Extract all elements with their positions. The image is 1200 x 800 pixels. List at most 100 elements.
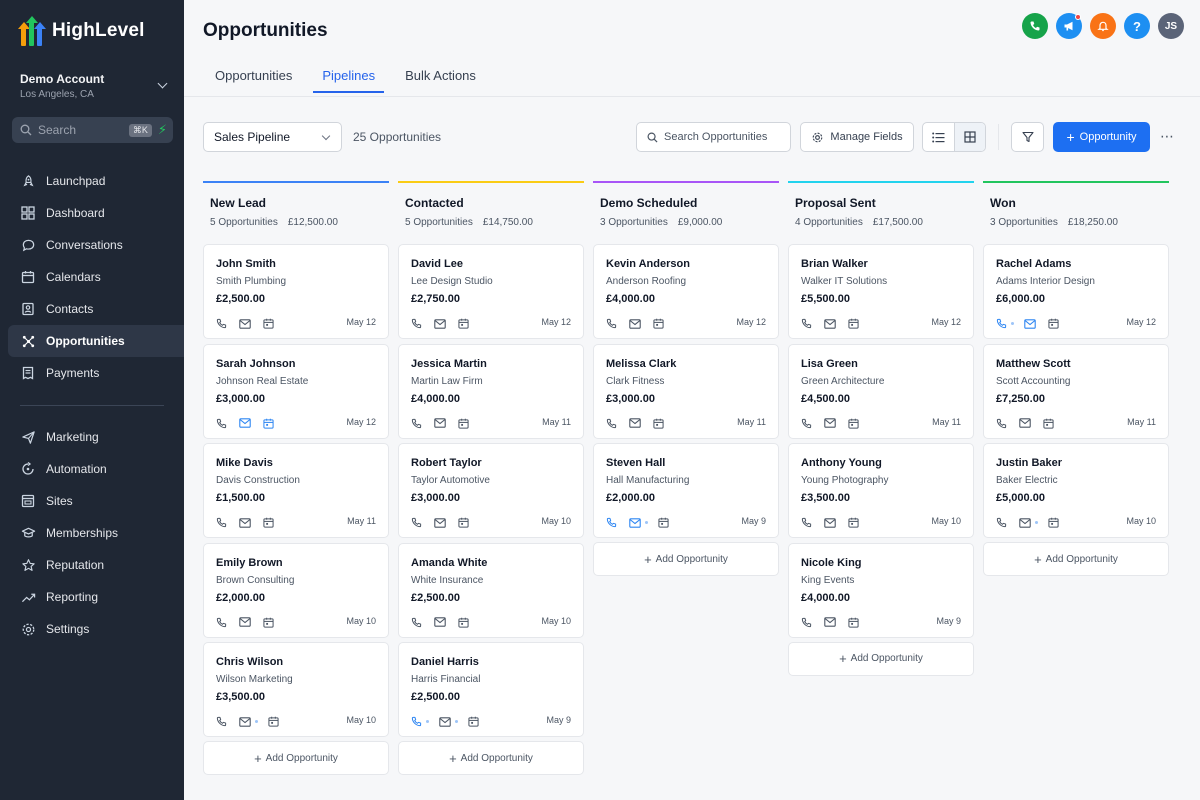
calendar-icon[interactable] — [848, 517, 859, 528]
mail-icon[interactable] — [1024, 318, 1036, 329]
sidebar-search[interactable]: Search ⌘K ⚡ — [12, 117, 173, 143]
phone-button[interactable] — [1022, 13, 1048, 39]
mail-icon[interactable] — [239, 418, 251, 428]
calendar-icon[interactable] — [263, 318, 274, 329]
mail-icon[interactable] — [434, 318, 446, 329]
tab-opportunities[interactable]: Opportunities — [215, 68, 293, 83]
phone-icon[interactable] — [996, 318, 1014, 329]
mail-icon[interactable] — [824, 318, 836, 329]
mail-icon[interactable] — [824, 517, 836, 528]
opportunity-card[interactable]: Kevin Anderson Anderson Roofing £4,000.0… — [593, 244, 779, 339]
calendar-icon[interactable] — [653, 418, 664, 429]
opportunity-card[interactable]: Steven Hall Hall Manufacturing £2,000.00… — [593, 443, 779, 538]
sidebar-item-calendars[interactable]: Calendars — [8, 261, 184, 293]
user-avatar[interactable]: JS — [1158, 13, 1184, 39]
phone-icon[interactable] — [606, 318, 617, 329]
phone-icon[interactable] — [411, 617, 422, 628]
opportunity-card[interactable]: Brian Walker Walker IT Solutions £5,500.… — [788, 244, 974, 339]
sidebar-item-opportunities[interactable]: Opportunities — [8, 325, 184, 357]
phone-icon[interactable] — [801, 517, 812, 528]
announcements-button[interactable] — [1056, 13, 1082, 39]
more-options-icon[interactable]: ⋯ — [1160, 128, 1175, 144]
opportunity-card[interactable]: Melissa Clark Clark Fitness £3,000.00 Ma… — [593, 343, 779, 439]
mail-icon[interactable] — [1019, 418, 1031, 428]
calendar-icon[interactable] — [263, 418, 274, 429]
calendar-icon[interactable] — [653, 318, 664, 329]
search-opportunities[interactable] — [636, 122, 791, 152]
add-opportunity-card-button[interactable]: + Add Opportunity — [593, 542, 779, 576]
sidebar-item-marketing[interactable]: Marketing — [8, 421, 184, 453]
phone-icon[interactable] — [216, 517, 227, 528]
opportunity-card[interactable]: Mike Davis Davis Construction £1,500.00 … — [203, 443, 389, 538]
help-button[interactable]: ? — [1124, 13, 1150, 39]
opportunity-card[interactable]: Emily Brown Brown Consulting £2,000.00 M… — [203, 542, 389, 638]
mail-icon[interactable] — [434, 617, 446, 627]
calendar-icon[interactable] — [848, 318, 859, 329]
mail-icon[interactable] — [239, 617, 251, 627]
add-opportunity-button[interactable]: + Opportunity — [1053, 122, 1150, 152]
mail-icon[interactable] — [629, 318, 641, 329]
calendar-icon[interactable] — [658, 517, 669, 528]
calendar-icon[interactable] — [458, 318, 469, 329]
sidebar-item-conversations[interactable]: Conversations — [8, 229, 184, 261]
mail-icon[interactable] — [629, 517, 648, 528]
calendar-icon[interactable] — [1048, 318, 1059, 329]
phone-icon[interactable] — [411, 418, 422, 429]
phone-icon[interactable] — [216, 617, 227, 628]
opportunity-card[interactable]: Jessica Martin Martin Law Firm £4,000.00… — [398, 343, 584, 439]
app-logo[interactable]: HighLevel — [17, 16, 145, 46]
list-view-button[interactable] — [923, 123, 954, 151]
board-view-button[interactable] — [953, 123, 985, 151]
phone-icon[interactable] — [411, 517, 422, 528]
sidebar-item-dashboard[interactable]: Dashboard — [8, 197, 184, 229]
calendar-icon[interactable] — [268, 716, 279, 727]
phone-icon[interactable] — [216, 318, 227, 329]
calendar-icon[interactable] — [848, 617, 859, 628]
opportunity-card[interactable]: Rachel Adams Adams Interior Design £6,00… — [983, 244, 1169, 339]
mail-icon[interactable] — [1019, 517, 1038, 528]
phone-icon[interactable] — [801, 318, 812, 329]
opportunity-card[interactable]: Daniel Harris Harris Financial £2,500.00… — [398, 642, 584, 737]
sidebar-item-contacts[interactable]: Contacts — [8, 293, 184, 325]
pipeline-select[interactable]: Sales Pipeline — [203, 122, 342, 152]
mail-icon[interactable] — [239, 517, 251, 528]
manage-fields-button[interactable]: Manage Fields — [800, 122, 914, 152]
phone-icon[interactable] — [411, 318, 422, 329]
calendar-icon[interactable] — [468, 716, 479, 727]
search-opportunities-input[interactable] — [664, 131, 784, 143]
mail-icon[interactable] — [434, 418, 446, 428]
calendar-icon[interactable] — [263, 517, 274, 528]
phone-icon[interactable] — [996, 517, 1007, 528]
account-switcher[interactable]: Demo Account Los Angeles, CA — [20, 72, 170, 100]
add-opportunity-card-button[interactable]: + Add Opportunity — [203, 741, 389, 775]
sidebar-item-sites[interactable]: Sites — [8, 485, 184, 517]
calendar-icon[interactable] — [458, 517, 469, 528]
phone-icon[interactable] — [216, 418, 227, 429]
mail-icon[interactable] — [824, 418, 836, 428]
phone-icon[interactable] — [801, 418, 812, 429]
calendar-icon[interactable] — [1043, 418, 1054, 429]
opportunity-card[interactable]: David Lee Lee Design Studio £2,750.00 Ma… — [398, 244, 584, 339]
opportunity-card[interactable]: Robert Taylor Taylor Automotive £3,000.0… — [398, 443, 584, 538]
sidebar-item-payments[interactable]: Payments — [8, 357, 184, 389]
phone-icon[interactable] — [801, 617, 812, 628]
opportunity-card[interactable]: Nicole King King Events £4,000.00 May 9 — [788, 542, 974, 638]
sidebar-item-settings[interactable]: Settings — [8, 613, 184, 645]
mail-icon[interactable] — [439, 716, 458, 727]
opportunity-card[interactable]: Sarah Johnson Johnson Real Estate £3,000… — [203, 343, 389, 439]
calendar-icon[interactable] — [848, 418, 859, 429]
opportunity-card[interactable]: John Smith Smith Plumbing £2,500.00 May … — [203, 244, 389, 339]
calendar-icon[interactable] — [458, 617, 469, 628]
calendar-icon[interactable] — [1048, 517, 1059, 528]
add-opportunity-card-button[interactable]: + Add Opportunity — [398, 741, 584, 775]
tab-bulk-actions[interactable]: Bulk Actions — [405, 68, 476, 83]
sidebar-item-launchpad[interactable]: Launchpad — [8, 165, 184, 197]
sidebar-item-reputation[interactable]: Reputation — [8, 549, 184, 581]
opportunity-card[interactable]: Matthew Scott Scott Accounting £7,250.00… — [983, 343, 1169, 439]
phone-icon[interactable] — [606, 517, 617, 528]
phone-icon[interactable] — [606, 418, 617, 429]
add-opportunity-card-button[interactable]: + Add Opportunity — [788, 641, 974, 676]
sidebar-item-memberships[interactable]: Memberships — [8, 517, 184, 549]
mail-icon[interactable] — [434, 517, 446, 528]
mail-icon[interactable] — [239, 716, 258, 727]
